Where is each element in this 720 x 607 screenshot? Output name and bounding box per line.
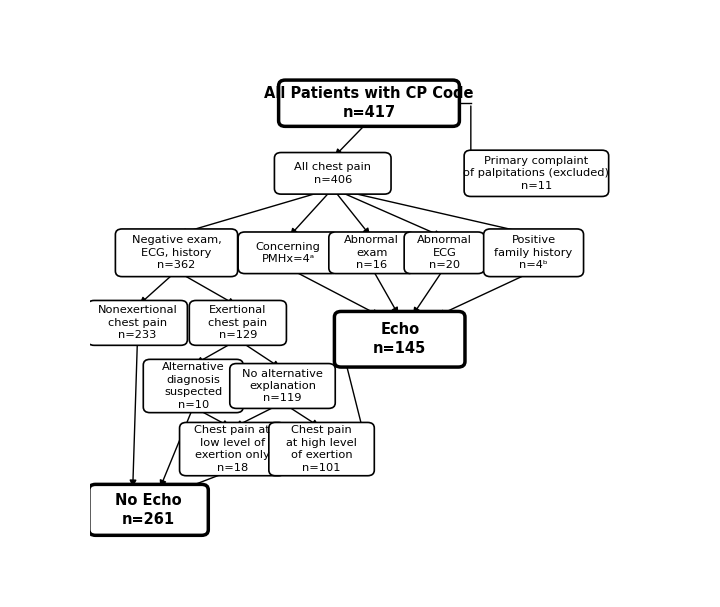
Text: All Patients with CP Code
n=417: All Patients with CP Code n=417 <box>264 86 474 120</box>
FancyBboxPatch shape <box>269 422 374 476</box>
Text: No Echo
n=261: No Echo n=261 <box>115 493 182 527</box>
Text: Alternative
diagnosis
suspected
n=10: Alternative diagnosis suspected n=10 <box>162 362 225 410</box>
FancyBboxPatch shape <box>279 80 459 126</box>
Text: Exertional
chest pain
n=129: Exertional chest pain n=129 <box>208 305 267 341</box>
FancyBboxPatch shape <box>404 232 485 274</box>
Text: Echo
n=145: Echo n=145 <box>373 322 426 356</box>
FancyBboxPatch shape <box>230 364 336 409</box>
FancyBboxPatch shape <box>179 422 285 476</box>
Text: Concerning
PMHx=4ᵃ: Concerning PMHx=4ᵃ <box>256 242 320 264</box>
FancyBboxPatch shape <box>143 359 243 413</box>
Text: Abnormal
exam
n=16: Abnormal exam n=16 <box>344 236 399 270</box>
FancyBboxPatch shape <box>334 311 465 367</box>
Text: Abnormal
ECG
n=20: Abnormal ECG n=20 <box>417 236 472 270</box>
FancyBboxPatch shape <box>484 229 583 277</box>
Text: Nonexertional
chest pain
n=233: Nonexertional chest pain n=233 <box>97 305 177 341</box>
Text: Primary complaint
of palpitations (excluded)
n=11: Primary complaint of palpitations (exclu… <box>464 156 609 191</box>
Text: Negative exam,
ECG, history
n=362: Negative exam, ECG, history n=362 <box>132 236 221 270</box>
FancyBboxPatch shape <box>238 232 338 274</box>
FancyBboxPatch shape <box>115 229 238 277</box>
Text: Positive
family history
n=4ᵇ: Positive family history n=4ᵇ <box>495 236 572 270</box>
Text: Chest pain
at high level
of exertion
n=101: Chest pain at high level of exertion n=1… <box>286 426 357 473</box>
Text: Chest pain at
low level of
exertion only
n=18: Chest pain at low level of exertion only… <box>194 426 270 473</box>
FancyBboxPatch shape <box>329 232 415 274</box>
FancyBboxPatch shape <box>274 152 391 194</box>
FancyBboxPatch shape <box>89 484 208 535</box>
FancyBboxPatch shape <box>189 300 287 345</box>
FancyBboxPatch shape <box>464 150 608 197</box>
Text: All chest pain
n=406: All chest pain n=406 <box>294 162 372 185</box>
FancyBboxPatch shape <box>88 300 187 345</box>
Text: No alternative
explanation
n=119: No alternative explanation n=119 <box>242 368 323 404</box>
